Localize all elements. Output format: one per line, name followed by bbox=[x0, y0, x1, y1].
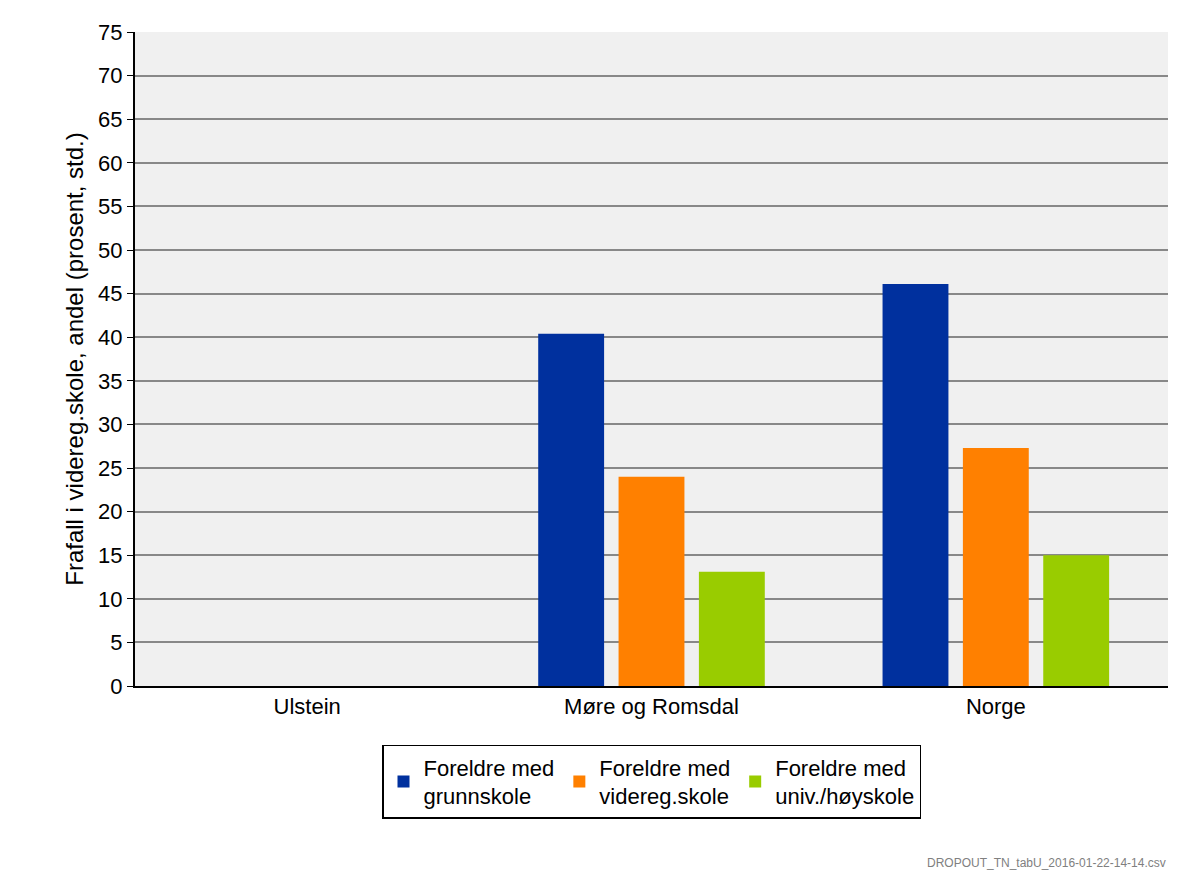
svg-text:40: 40 bbox=[98, 325, 122, 350]
svg-text:DROPOUT_TN_tabU_2016-01-22-14-: DROPOUT_TN_tabU_2016-01-22-14-14.csv bbox=[927, 856, 1166, 870]
svg-text:15: 15 bbox=[98, 543, 122, 568]
svg-text:35: 35 bbox=[98, 369, 122, 394]
svg-text:Ulstein: Ulstein bbox=[274, 694, 341, 719]
svg-text:Møre og Romsdal: Møre og Romsdal bbox=[564, 694, 739, 719]
svg-text:20: 20 bbox=[98, 499, 122, 524]
svg-text:70: 70 bbox=[98, 63, 122, 88]
svg-text:25: 25 bbox=[98, 456, 122, 481]
svg-text:55: 55 bbox=[98, 194, 122, 219]
svg-text:75: 75 bbox=[98, 20, 122, 45]
svg-text:5: 5 bbox=[110, 630, 122, 655]
svg-text:Norge: Norge bbox=[966, 694, 1026, 719]
svg-text:Foreldre meduniv./høyskole: Foreldre meduniv./høyskole bbox=[775, 756, 914, 810]
svg-text:10: 10 bbox=[98, 587, 122, 612]
svg-text:50: 50 bbox=[98, 238, 122, 263]
svg-text:45: 45 bbox=[98, 281, 122, 306]
svg-text:0: 0 bbox=[110, 674, 122, 699]
svg-text:60: 60 bbox=[98, 151, 122, 176]
svg-text:Foreldre medgrunnskole: Foreldre medgrunnskole bbox=[424, 756, 555, 810]
svg-text:Frafall i videreg.skole, andel: Frafall i videreg.skole, andel (prosent,… bbox=[61, 132, 88, 586]
svg-text:65: 65 bbox=[98, 107, 122, 132]
svg-text:30: 30 bbox=[98, 412, 122, 437]
svg-text:Foreldre medvidereg.skole: Foreldre medvidereg.skole bbox=[599, 756, 730, 810]
